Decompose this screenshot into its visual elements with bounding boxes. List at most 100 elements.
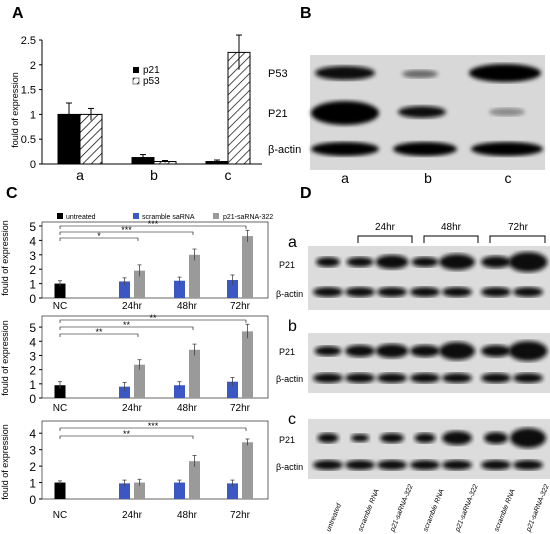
- panel-a-ytick-label: 1: [30, 109, 36, 121]
- band-d-actin: [410, 287, 440, 297]
- significance-bracket: [59, 326, 194, 330]
- d-sub-c: c: [288, 411, 296, 428]
- band-d-actin: [377, 460, 407, 470]
- bracket-72hr: [489, 235, 546, 243]
- significance-label: **: [95, 327, 103, 337]
- panel-a-ytick-label: 2.5: [21, 35, 36, 47]
- band-d-actin: [513, 287, 543, 297]
- panel-a-ytick-label: 0.5: [21, 134, 36, 146]
- legend-label-p53: p53: [143, 76, 160, 87]
- band-d-p21: [414, 433, 436, 443]
- blot-b-lane-b: b: [424, 170, 432, 186]
- band-d-actin: [410, 460, 440, 470]
- legend-label-scramble: scramble saRNA: [142, 214, 195, 221]
- c-ytick-label: 3: [29, 249, 36, 263]
- band-d-actin: [345, 287, 375, 297]
- c1-x-nc: NC: [53, 301, 67, 312]
- c-ytick-label: 3: [29, 444, 36, 458]
- blot-b-row-actin: β-actin: [268, 144, 301, 156]
- band-d-p21: [481, 256, 511, 268]
- c-ytick-label: 4: [29, 335, 36, 349]
- blot-b-row-p21: P21: [268, 108, 288, 120]
- c2-x-24: 24hr: [122, 403, 143, 414]
- band-d-p21: [410, 345, 440, 357]
- bar-scramble-saRNA-72hr: [227, 381, 238, 398]
- bar-scramble-saRNA-72hr: [227, 483, 238, 499]
- band-d-actin: [377, 287, 407, 297]
- band-d-p21: [345, 345, 375, 357]
- panel-a-ytick-label: 2: [30, 60, 36, 72]
- band-actin-b: [393, 142, 457, 156]
- band-d-actin: [313, 460, 343, 470]
- band-p53-c: [469, 64, 541, 82]
- band-d-actin: [481, 460, 511, 470]
- blot-b-lane-a: a: [341, 170, 349, 186]
- significance-label: ***: [121, 225, 132, 235]
- panel-d-blot: 24hr 48hr 72hr a b c P21 β-actin P21 β-a…: [276, 222, 550, 534]
- panel-c-chart: untreated scramble saRNA p21-saRNA-322 f…: [0, 213, 273, 521]
- significance-bracket: [59, 225, 247, 229]
- significance-label: *: [97, 231, 101, 241]
- band-d-p21: [346, 257, 374, 267]
- significance-bracket: [59, 231, 194, 235]
- c-ytick-label: 5: [29, 321, 36, 335]
- d-lane-label: untreated: [325, 502, 343, 533]
- d-lane-label: scramble RNA: [357, 488, 381, 533]
- bar-p21-saRNA-322-24hr: [134, 482, 145, 499]
- bar-p21-saRNA-322-72hr: [242, 236, 253, 298]
- band-d-actin: [513, 373, 543, 383]
- bar-p21-saRNA-322-48hr: [189, 349, 200, 398]
- panel-letter-b: B: [300, 5, 312, 22]
- band-d-p21: [317, 433, 339, 443]
- bar-scramble-saRNA-24hr: [119, 483, 130, 499]
- d-sub-b: b: [288, 318, 297, 335]
- panel-c-sub1-frame: [41, 221, 269, 299]
- c1-x-72: 72hr: [230, 301, 251, 312]
- c-ytick-label: 1: [29, 278, 36, 292]
- band-d-p21: [484, 432, 508, 444]
- band-actin-a: [311, 142, 379, 156]
- band-d-p21: [439, 342, 475, 360]
- bar-p53-a: [79, 113, 103, 165]
- blot-d-c-membrane: [308, 419, 550, 479]
- band-d-actin: [313, 373, 343, 383]
- band-d-p21: [380, 433, 404, 443]
- c3-x-nc: NC: [53, 510, 67, 521]
- c-ytick-label: 1: [29, 477, 36, 491]
- legend-swatch-p53: [132, 77, 140, 85]
- d-lane-label: p21-saRNA-322: [389, 483, 415, 533]
- band-d-p21: [442, 431, 472, 445]
- band-d-p21: [508, 341, 548, 361]
- band-d-actin: [481, 287, 511, 297]
- legend-swatch-untreated: [57, 213, 63, 219]
- panel-c-sub1-ylabel: fould of expression: [0, 220, 10, 296]
- c-ytick-label: 2: [29, 263, 36, 277]
- bar-scramble-saRNA-24hr: [119, 281, 130, 298]
- band-d-p21: [351, 434, 369, 442]
- band-d-p21: [439, 254, 475, 270]
- legend-label-untreated: untreated: [66, 214, 96, 221]
- significance-bracket: [59, 435, 194, 439]
- d-lane-label: p21-saRNA-322: [525, 483, 550, 533]
- d-a-row-actin: β-actin: [276, 289, 303, 299]
- band-p53-a: [315, 66, 375, 80]
- blot-d-a-membrane: [308, 246, 550, 310]
- legend-swatch-p21sarna: [213, 213, 219, 219]
- d-time-24: 24hr: [375, 222, 396, 233]
- panel-c-sub2-ylabel: fould of expression: [0, 320, 10, 396]
- d-sub-a: a: [288, 234, 297, 251]
- panel-letter-c: C: [6, 185, 18, 202]
- band-d-actin: [481, 373, 511, 383]
- band-d-p21: [508, 252, 548, 272]
- c-ytick-label: 4: [29, 427, 36, 441]
- bar-scramble-saRNA-72hr: [227, 280, 238, 298]
- panel-letter-d: D: [300, 185, 312, 202]
- band-d-actin: [345, 373, 375, 383]
- bar-p21-saRNA-322-48hr: [189, 254, 200, 298]
- band-d-actin: [313, 287, 343, 297]
- c-ytick-label: 2: [29, 460, 36, 474]
- band-p53-b: [402, 70, 438, 78]
- d-lane-label: scramble RNA: [422, 488, 446, 533]
